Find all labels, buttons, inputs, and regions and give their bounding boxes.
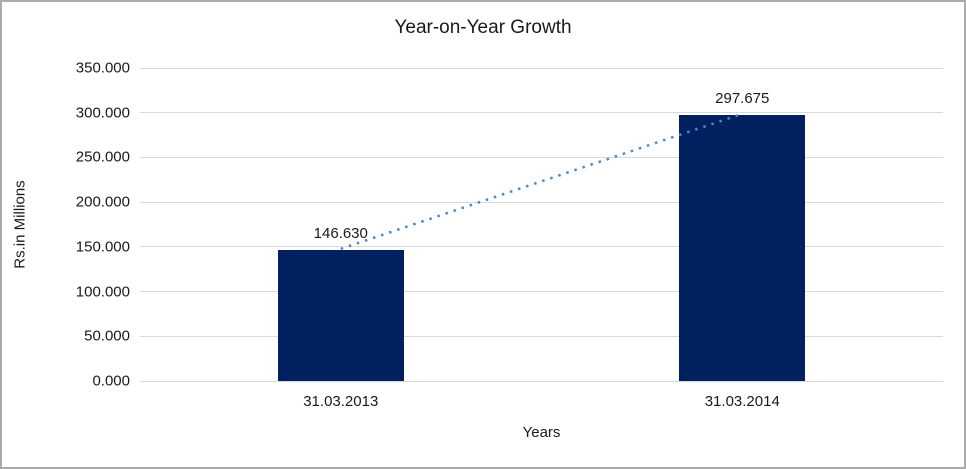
y-tick-label: 0.000: [92, 372, 130, 390]
x-axis-title: Years: [522, 424, 561, 441]
y-tick-label: 50.000: [84, 327, 130, 345]
x-tick-label: 31.03.2013: [303, 393, 379, 410]
data-label: 146.630: [313, 224, 368, 242]
data-label: 297.675: [715, 89, 770, 107]
trendline: [340, 112, 743, 251]
y-axis-title: Rs.in Millions: [11, 180, 29, 269]
gridline: [140, 201, 943, 203]
chart-title: Year-on-Year Growth: [394, 17, 572, 38]
bar-31.03.2014: [679, 114, 806, 381]
gridline: [140, 291, 943, 293]
y-tick-label: 300.000: [75, 104, 130, 122]
bar-31.03.2013: [277, 249, 404, 381]
gridline: [140, 112, 943, 114]
y-tick-label: 200.000: [75, 193, 130, 211]
y-tick-label: 350.000: [75, 59, 130, 77]
y-tick-label: 100.000: [75, 283, 130, 301]
gridline: [140, 335, 943, 337]
x-axis-line: [140, 380, 943, 382]
gridline: [140, 246, 943, 248]
y-tick-label: 250.000: [75, 148, 130, 166]
plot-area: [140, 67, 943, 382]
x-tick-label: 31.03.2014: [704, 393, 780, 410]
y-tick-label: 150.000: [75, 238, 130, 256]
gridline: [140, 156, 943, 158]
gridline: [140, 67, 943, 69]
